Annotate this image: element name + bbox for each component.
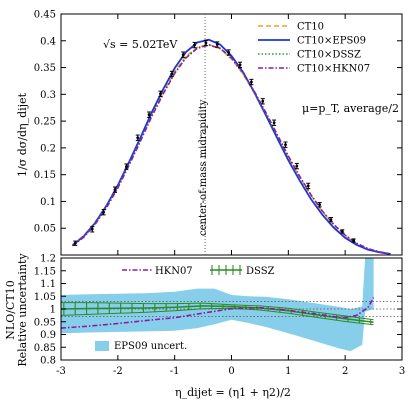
midrapidity-label: center-of-mass midrapidity [198, 99, 209, 236]
data-point [238, 63, 242, 67]
x-tick-label: 1 [285, 366, 291, 377]
x-tick-label: 2 [342, 366, 348, 377]
data-point [181, 53, 185, 57]
data-point [295, 164, 299, 168]
data-point [352, 239, 356, 242]
eps09-uncertainty-band [61, 258, 374, 352]
data-point [249, 80, 253, 84]
data-point [193, 43, 196, 47]
data-point [318, 203, 321, 207]
legend-eps09-label: EPS09 uncert. [114, 341, 187, 352]
bottom-y-tick-label: 1.15 [34, 266, 56, 277]
sqrts-label: √s = 5.02TeV [103, 38, 178, 51]
dssz-upper-edge [61, 302, 374, 321]
bottom-y-tick-label: 0.85 [34, 343, 56, 354]
top-y-tick-label: 0.25 [34, 117, 56, 128]
series-line-ct10 [71, 43, 391, 255]
data-point [90, 227, 94, 231]
data-point [306, 184, 310, 188]
data-point [204, 41, 208, 45]
data-point [147, 113, 151, 117]
data-point [215, 43, 219, 46]
bottom-y-tick-label: 0.9 [40, 330, 56, 341]
bottom-y-tick-label: 1 [50, 305, 56, 316]
x-tick-label: -3 [56, 366, 66, 377]
data-point [113, 188, 117, 192]
top-y-tick-label: 0.45 [34, 10, 56, 21]
data-point [73, 241, 77, 245]
data-point [159, 92, 162, 96]
dssz-central-line [60, 305, 374, 324]
bottom-y-tick-label: 0.8 [40, 356, 56, 367]
legend-eps09-swatch [95, 341, 109, 351]
top-y-tick-label: 0.4 [40, 36, 56, 47]
bottom-y-tick-label: 0.95 [34, 317, 56, 328]
data-point [136, 136, 140, 140]
top-y-tick-label: 0.3 [40, 90, 56, 101]
bottom-y-tick-label: 1.05 [34, 292, 56, 303]
data-point [170, 72, 174, 76]
top-panel: 0.05 0.1 0.15 0.2 0.25 0.3 0.35 0.4 0.45 CT10 CT10… [34, 10, 403, 256]
bottom-y-tick-label: 1.1 [40, 279, 56, 290]
legend-label: CT10×EPS09 [297, 36, 366, 47]
legend-label: CT10 [297, 22, 324, 33]
data-point [124, 165, 128, 169]
data-point [340, 230, 344, 233]
x-tick-label: -2 [113, 366, 123, 377]
bottom-y-tick-label: 1.2 [40, 254, 56, 265]
bottom-y-axis-label-1: NLO/CT10 [4, 280, 17, 339]
dssz-lower-edge [60, 307, 374, 326]
legend-label: CT10×DSSZ [297, 50, 361, 61]
x-tick-label: 0 [228, 366, 234, 377]
series-line-ct10-hkn07 [71, 44, 391, 255]
data-point [272, 121, 276, 125]
x-axis-label: η_dijet = (η1 + η2)/2 [175, 386, 291, 399]
data-point [261, 99, 265, 103]
bottom-y-axis-label-2: Relative uncertainty [16, 253, 29, 367]
data-point [102, 210, 106, 214]
data-point [284, 143, 287, 147]
legend-label: CT10×HKN07 [297, 64, 370, 75]
data-point [227, 51, 231, 54]
top-y-tick-label: 0.35 [34, 63, 56, 74]
x-tick-label: 3 [399, 366, 405, 377]
mu-label: μ=p_T, average/2 [302, 102, 399, 115]
top-y-tick-label: 0.05 [34, 224, 56, 235]
hkn07-ratio-line [60, 297, 375, 329]
legend-dssz-label: DSSZ [246, 266, 275, 277]
top-y-tick-label: 0.15 [34, 170, 56, 181]
top-y-tick-label: 0.2 [40, 143, 56, 154]
data-point [329, 218, 333, 222]
x-tick-label: -1 [170, 366, 180, 377]
legend-hkn07-label: HKN07 [155, 266, 193, 277]
series-line-ct10-dssz [71, 43, 391, 255]
top-y-tick-label: 0.1 [40, 197, 56, 208]
top-y-axis-label: 1/σ dσ/dη_dijet [16, 92, 29, 177]
